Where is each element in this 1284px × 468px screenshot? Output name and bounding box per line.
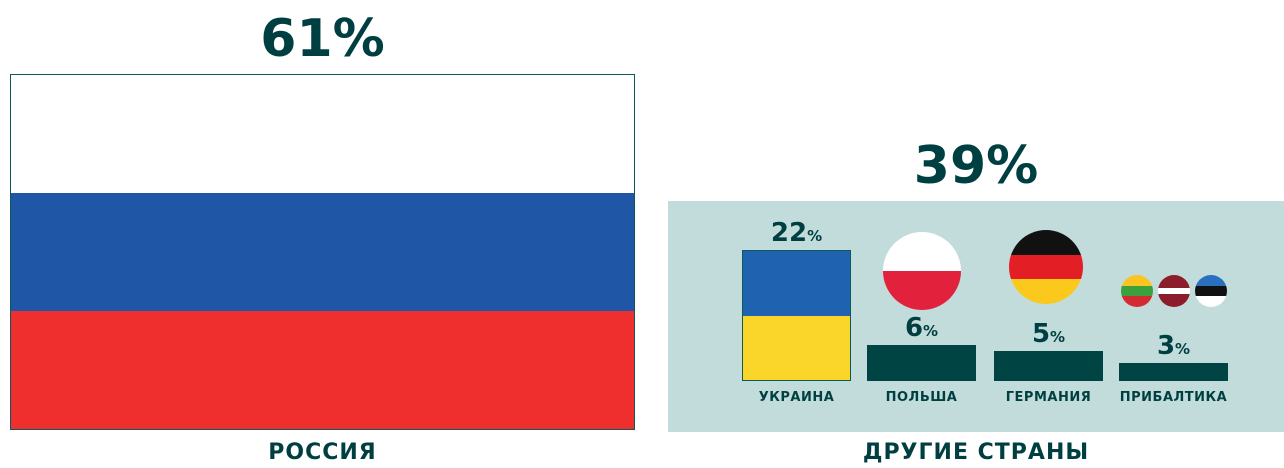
value-label-baltics: 3%: [1156, 331, 1191, 361]
bar-poland: [867, 345, 976, 381]
russia-flag-icon: [10, 74, 635, 430]
poland-flag-icon: [883, 232, 961, 310]
estonia-flag-icon: [1195, 275, 1227, 307]
category-label-germany: ГЕРМАНИЯ: [1005, 390, 1092, 405]
bar-baltics: [1119, 363, 1228, 381]
others-percent: 39%: [913, 136, 1039, 196]
latvia-flag-icon: [1158, 275, 1190, 307]
others-caption: ДРУГИЕ СТРАНЫ: [862, 440, 1090, 465]
ukraine-flag-icon: [742, 250, 851, 381]
germany-flag-icon: [1009, 230, 1083, 304]
value-label-poland: 6%: [904, 313, 939, 343]
russia-caption: РОССИЯ: [268, 440, 377, 465]
value-label-germany: 5%: [1031, 319, 1066, 349]
lithuania-flag-icon: [1121, 275, 1153, 307]
value-label-ukraine: 22%: [770, 218, 823, 248]
category-label-poland: ПОЛЬША: [885, 390, 958, 405]
category-label-baltics: ПРИБАЛТИКА: [1119, 390, 1228, 405]
russia-percent: 61%: [260, 9, 385, 69]
bar-germany: [994, 351, 1103, 381]
category-label-ukraine: УКРАИНА: [758, 390, 835, 405]
